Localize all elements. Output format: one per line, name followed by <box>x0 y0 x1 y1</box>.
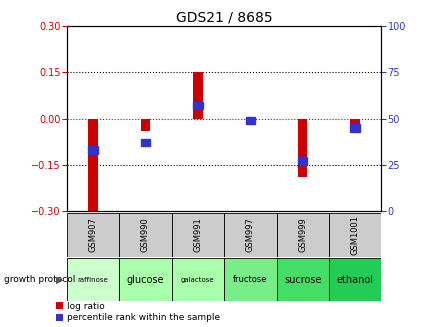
Text: fructose: fructose <box>233 275 267 284</box>
Text: ▶: ▶ <box>56 275 64 284</box>
Text: glucose: glucose <box>126 275 164 284</box>
Text: galactose: galactose <box>181 277 214 283</box>
Bar <box>328 258 381 301</box>
Bar <box>350 119 359 132</box>
Bar <box>193 72 202 119</box>
Text: raffinose: raffinose <box>77 277 108 283</box>
Bar <box>328 213 381 257</box>
Bar <box>171 213 224 257</box>
Bar <box>276 258 328 301</box>
Bar <box>350 124 359 132</box>
Bar <box>224 258 276 301</box>
Bar <box>276 213 328 257</box>
Bar <box>141 139 150 146</box>
Bar <box>88 119 98 213</box>
Bar <box>298 119 307 177</box>
Text: GSM907: GSM907 <box>88 217 97 252</box>
Legend: log ratio, percentile rank within the sample: log ratio, percentile rank within the sa… <box>56 302 220 322</box>
Bar <box>298 157 307 165</box>
Text: GSM990: GSM990 <box>141 217 150 252</box>
Bar <box>88 146 98 154</box>
Text: GSM1001: GSM1001 <box>350 215 359 255</box>
Bar <box>245 116 255 124</box>
Text: ethanol: ethanol <box>336 275 373 284</box>
Bar <box>193 102 202 110</box>
Text: GSM999: GSM999 <box>298 217 307 252</box>
Text: GSM991: GSM991 <box>193 217 202 252</box>
Bar <box>119 258 171 301</box>
Bar <box>171 258 224 301</box>
Text: GSM997: GSM997 <box>245 217 254 252</box>
Bar <box>141 119 150 131</box>
Bar <box>224 213 276 257</box>
Text: sucrose: sucrose <box>283 275 321 284</box>
Bar <box>67 213 119 257</box>
Bar <box>67 258 119 301</box>
Text: growth protocol: growth protocol <box>4 275 76 284</box>
Bar <box>245 119 255 125</box>
Bar <box>119 213 171 257</box>
Title: GDS21 / 8685: GDS21 / 8685 <box>175 11 272 25</box>
